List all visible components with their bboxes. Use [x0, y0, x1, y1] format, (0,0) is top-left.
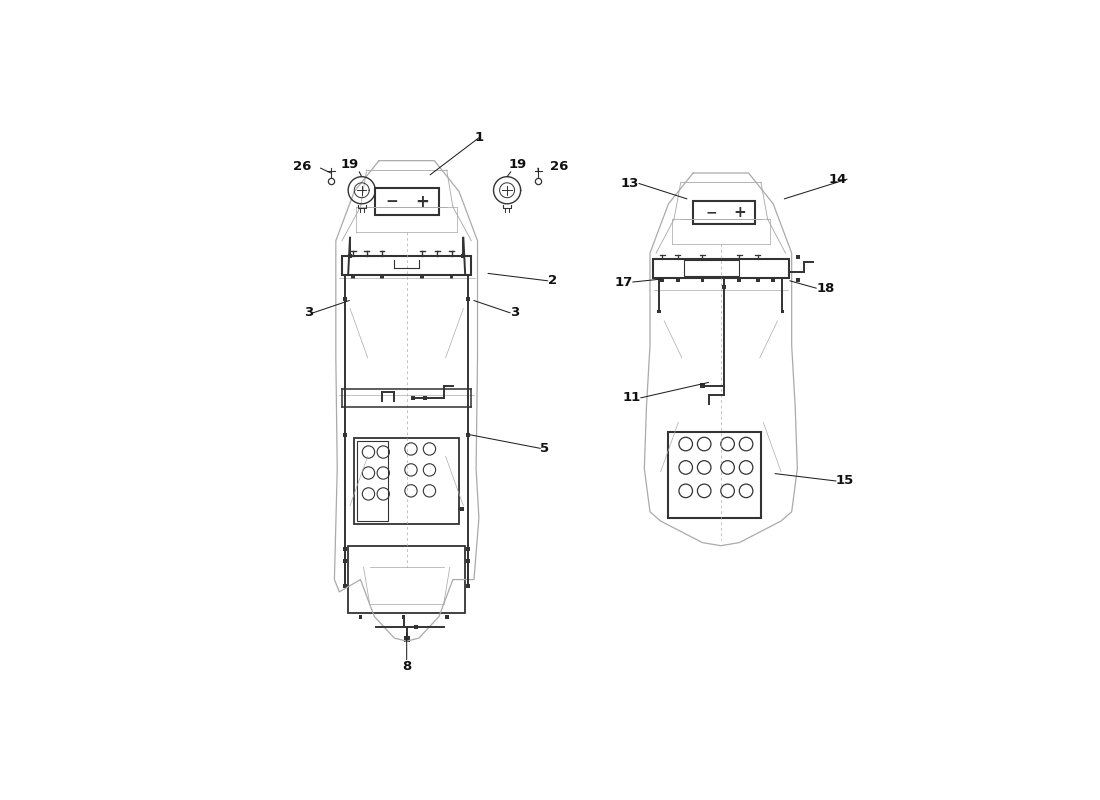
Bar: [342, 256, 472, 274]
Text: +: +: [415, 193, 429, 210]
Bar: [348, 254, 352, 258]
Bar: [343, 547, 346, 550]
Bar: [653, 259, 789, 278]
Bar: [359, 615, 362, 619]
Text: 15: 15: [836, 474, 855, 487]
Text: 14: 14: [828, 173, 847, 186]
Bar: [701, 383, 704, 388]
Bar: [420, 275, 424, 279]
Bar: [381, 275, 384, 279]
Text: 18: 18: [816, 282, 835, 294]
Bar: [701, 278, 704, 282]
Bar: [466, 547, 470, 550]
Text: +: +: [733, 205, 746, 220]
Bar: [343, 584, 346, 587]
Bar: [411, 396, 415, 400]
Bar: [424, 396, 427, 400]
Bar: [354, 438, 459, 524]
Text: 3: 3: [510, 306, 519, 319]
Text: 13: 13: [620, 177, 639, 190]
Bar: [351, 275, 355, 279]
Bar: [669, 432, 761, 518]
Text: 19: 19: [508, 158, 527, 171]
Bar: [460, 507, 464, 510]
Bar: [343, 559, 346, 563]
Bar: [466, 584, 470, 587]
Text: 17: 17: [615, 275, 632, 289]
Text: 1: 1: [474, 131, 483, 144]
Bar: [796, 255, 800, 258]
Bar: [466, 559, 470, 563]
Bar: [450, 275, 453, 279]
Text: 3: 3: [304, 306, 313, 319]
Bar: [462, 254, 465, 258]
Bar: [771, 278, 775, 282]
Text: −: −: [706, 206, 717, 219]
Text: −: −: [385, 194, 397, 209]
Text: 26: 26: [293, 160, 311, 174]
Bar: [414, 625, 418, 629]
Text: 5: 5: [540, 442, 550, 455]
Bar: [343, 433, 346, 437]
Bar: [737, 278, 741, 282]
Text: 8: 8: [402, 660, 411, 673]
Text: 19: 19: [340, 158, 359, 171]
Bar: [466, 433, 470, 437]
Bar: [358, 441, 388, 521]
Bar: [781, 310, 784, 314]
Bar: [444, 615, 449, 619]
Bar: [348, 546, 465, 614]
Bar: [375, 189, 439, 215]
Bar: [756, 278, 760, 282]
Bar: [693, 201, 755, 224]
Bar: [722, 285, 726, 289]
Bar: [660, 278, 664, 282]
Bar: [343, 298, 346, 301]
Bar: [684, 261, 739, 277]
Bar: [675, 278, 680, 282]
Bar: [796, 278, 800, 282]
Bar: [658, 310, 661, 314]
Text: 26: 26: [550, 160, 569, 174]
Bar: [466, 298, 470, 301]
Text: 2: 2: [548, 274, 557, 287]
Text: 11: 11: [623, 391, 640, 404]
Bar: [404, 636, 409, 642]
Bar: [402, 615, 406, 619]
